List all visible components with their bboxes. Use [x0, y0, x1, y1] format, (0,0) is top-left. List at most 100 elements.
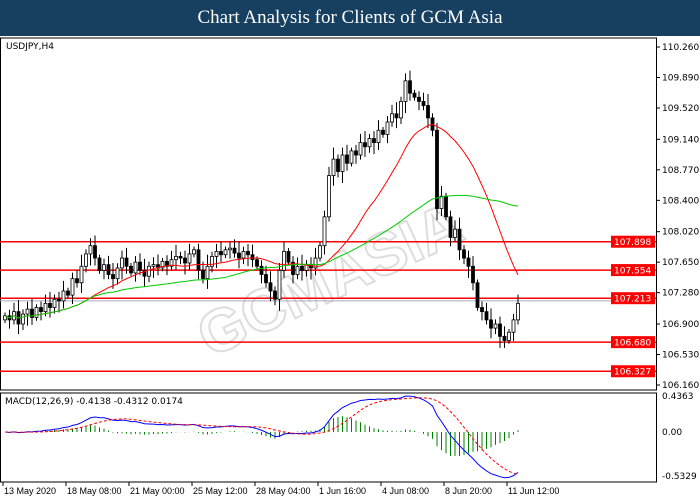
x-tick-label: 18 May 08:00 [67, 486, 122, 496]
level-label-bg [611, 264, 655, 277]
y-tick-label: 107.650 [662, 258, 699, 268]
y-tick-label: 106.900 [662, 320, 699, 330]
candle-bear [129, 265, 133, 274]
candle-bear [372, 138, 376, 144]
candle-bull [151, 264, 156, 267]
candle-bear [444, 195, 448, 218]
candle-bear [250, 254, 255, 261]
candle-bull [511, 319, 516, 333]
candle-bull [88, 245, 93, 255]
candle-bear [93, 245, 97, 259]
candle-bear [471, 265, 475, 284]
candle-bull [327, 175, 331, 218]
candle-bear [106, 264, 111, 275]
macd-tick-label: 0.00 [662, 428, 682, 438]
candle-bull [322, 216, 327, 247]
level-label: 107.213 [614, 295, 651, 305]
y-tick-label: 108.400 [662, 196, 699, 206]
candle-bull [205, 265, 210, 280]
level-label-bg [611, 292, 655, 305]
candle-bull [367, 138, 372, 148]
x-tick-label: 8 Jun 20:00 [445, 486, 492, 496]
macd-main-line [4, 395, 519, 479]
candle-bear [498, 323, 502, 337]
y-tick-label: 108.020 [662, 228, 699, 238]
candle-bear [381, 129, 385, 135]
candle-bear [255, 259, 259, 267]
candle-bear [259, 265, 264, 275]
candle-bear [291, 261, 295, 275]
candle-bull [115, 267, 120, 280]
level-label: 106.327 [614, 368, 651, 378]
candle-bear [57, 298, 61, 302]
candle-bull [52, 298, 57, 308]
main-panel-frame [0, 37, 657, 391]
y-tick-label: 106.530 [662, 351, 699, 361]
candle-bear [448, 216, 453, 238]
candle-bear [196, 249, 201, 271]
candle-bear [300, 265, 304, 271]
candle-bear [201, 270, 205, 280]
candle-bull [61, 290, 66, 302]
candle-bull [192, 249, 196, 255]
candle-bull [223, 249, 228, 256]
macd-label: MACD(12,26,9) -0.4138 -0.4312 0.0174 [5, 397, 183, 407]
candle-bear [219, 251, 223, 256]
candle-bull [102, 264, 106, 271]
candle-bull [210, 255, 214, 267]
candle-bear [246, 251, 250, 256]
candle-bull [34, 307, 39, 318]
candle-bear [417, 96, 421, 102]
candle-bear [165, 260, 169, 267]
candle-bear [336, 158, 340, 172]
candle-bear [363, 142, 367, 148]
candle-bull [169, 259, 174, 267]
candle-bear [273, 290, 277, 300]
candle-bull [25, 308, 30, 315]
candle-bull [282, 251, 286, 271]
candle-bear [268, 282, 273, 292]
candle-bear [286, 251, 291, 263]
candle-bear [475, 282, 480, 308]
candle-bull [133, 261, 138, 274]
candle-bull [84, 253, 88, 267]
candle-bull [120, 257, 124, 269]
candle-bull [385, 121, 390, 135]
macd-tick-label: 0.4363 [662, 392, 694, 402]
candle-bear [421, 101, 426, 106]
candle-bear [408, 80, 412, 94]
candle-bull [376, 129, 381, 144]
candle-bull [43, 302, 48, 313]
x-tick-label: 21 May 00:00 [130, 486, 185, 496]
macd-signal-line [4, 397, 519, 475]
x-tick-label: 4 Jun 08:00 [382, 486, 429, 496]
level-label: 106.680 [614, 339, 651, 349]
candle-bull [187, 253, 192, 264]
x-tick-label: 25 May 12:00 [193, 486, 248, 496]
y-tick-label: 108.770 [662, 166, 699, 176]
candle-bear [466, 257, 471, 267]
candle-bear [345, 154, 349, 164]
candle-bear [142, 270, 147, 277]
x-tick-label: 1 Jun 16:00 [319, 486, 366, 496]
candle-bull [439, 195, 444, 209]
candle-bull [349, 150, 354, 164]
candle-bull [70, 278, 75, 296]
candle-bull [358, 142, 363, 156]
candle-bull [21, 313, 25, 325]
candle-bear [30, 308, 34, 318]
y-tick-label: 109.520 [662, 104, 699, 114]
y-tick-label: 106.160 [662, 381, 699, 391]
y-tick-label: 109.140 [662, 135, 699, 145]
candle-bear [502, 335, 507, 341]
y-tick-label: 109.890 [662, 74, 699, 84]
candle-bear [237, 252, 241, 259]
candle-bull [516, 302, 520, 321]
candle-bear [462, 249, 466, 259]
candle-bear [48, 302, 52, 308]
candle-bear [394, 113, 399, 119]
candle-bull [507, 331, 511, 341]
candle-bear [457, 228, 462, 251]
candle-bull [79, 265, 84, 284]
